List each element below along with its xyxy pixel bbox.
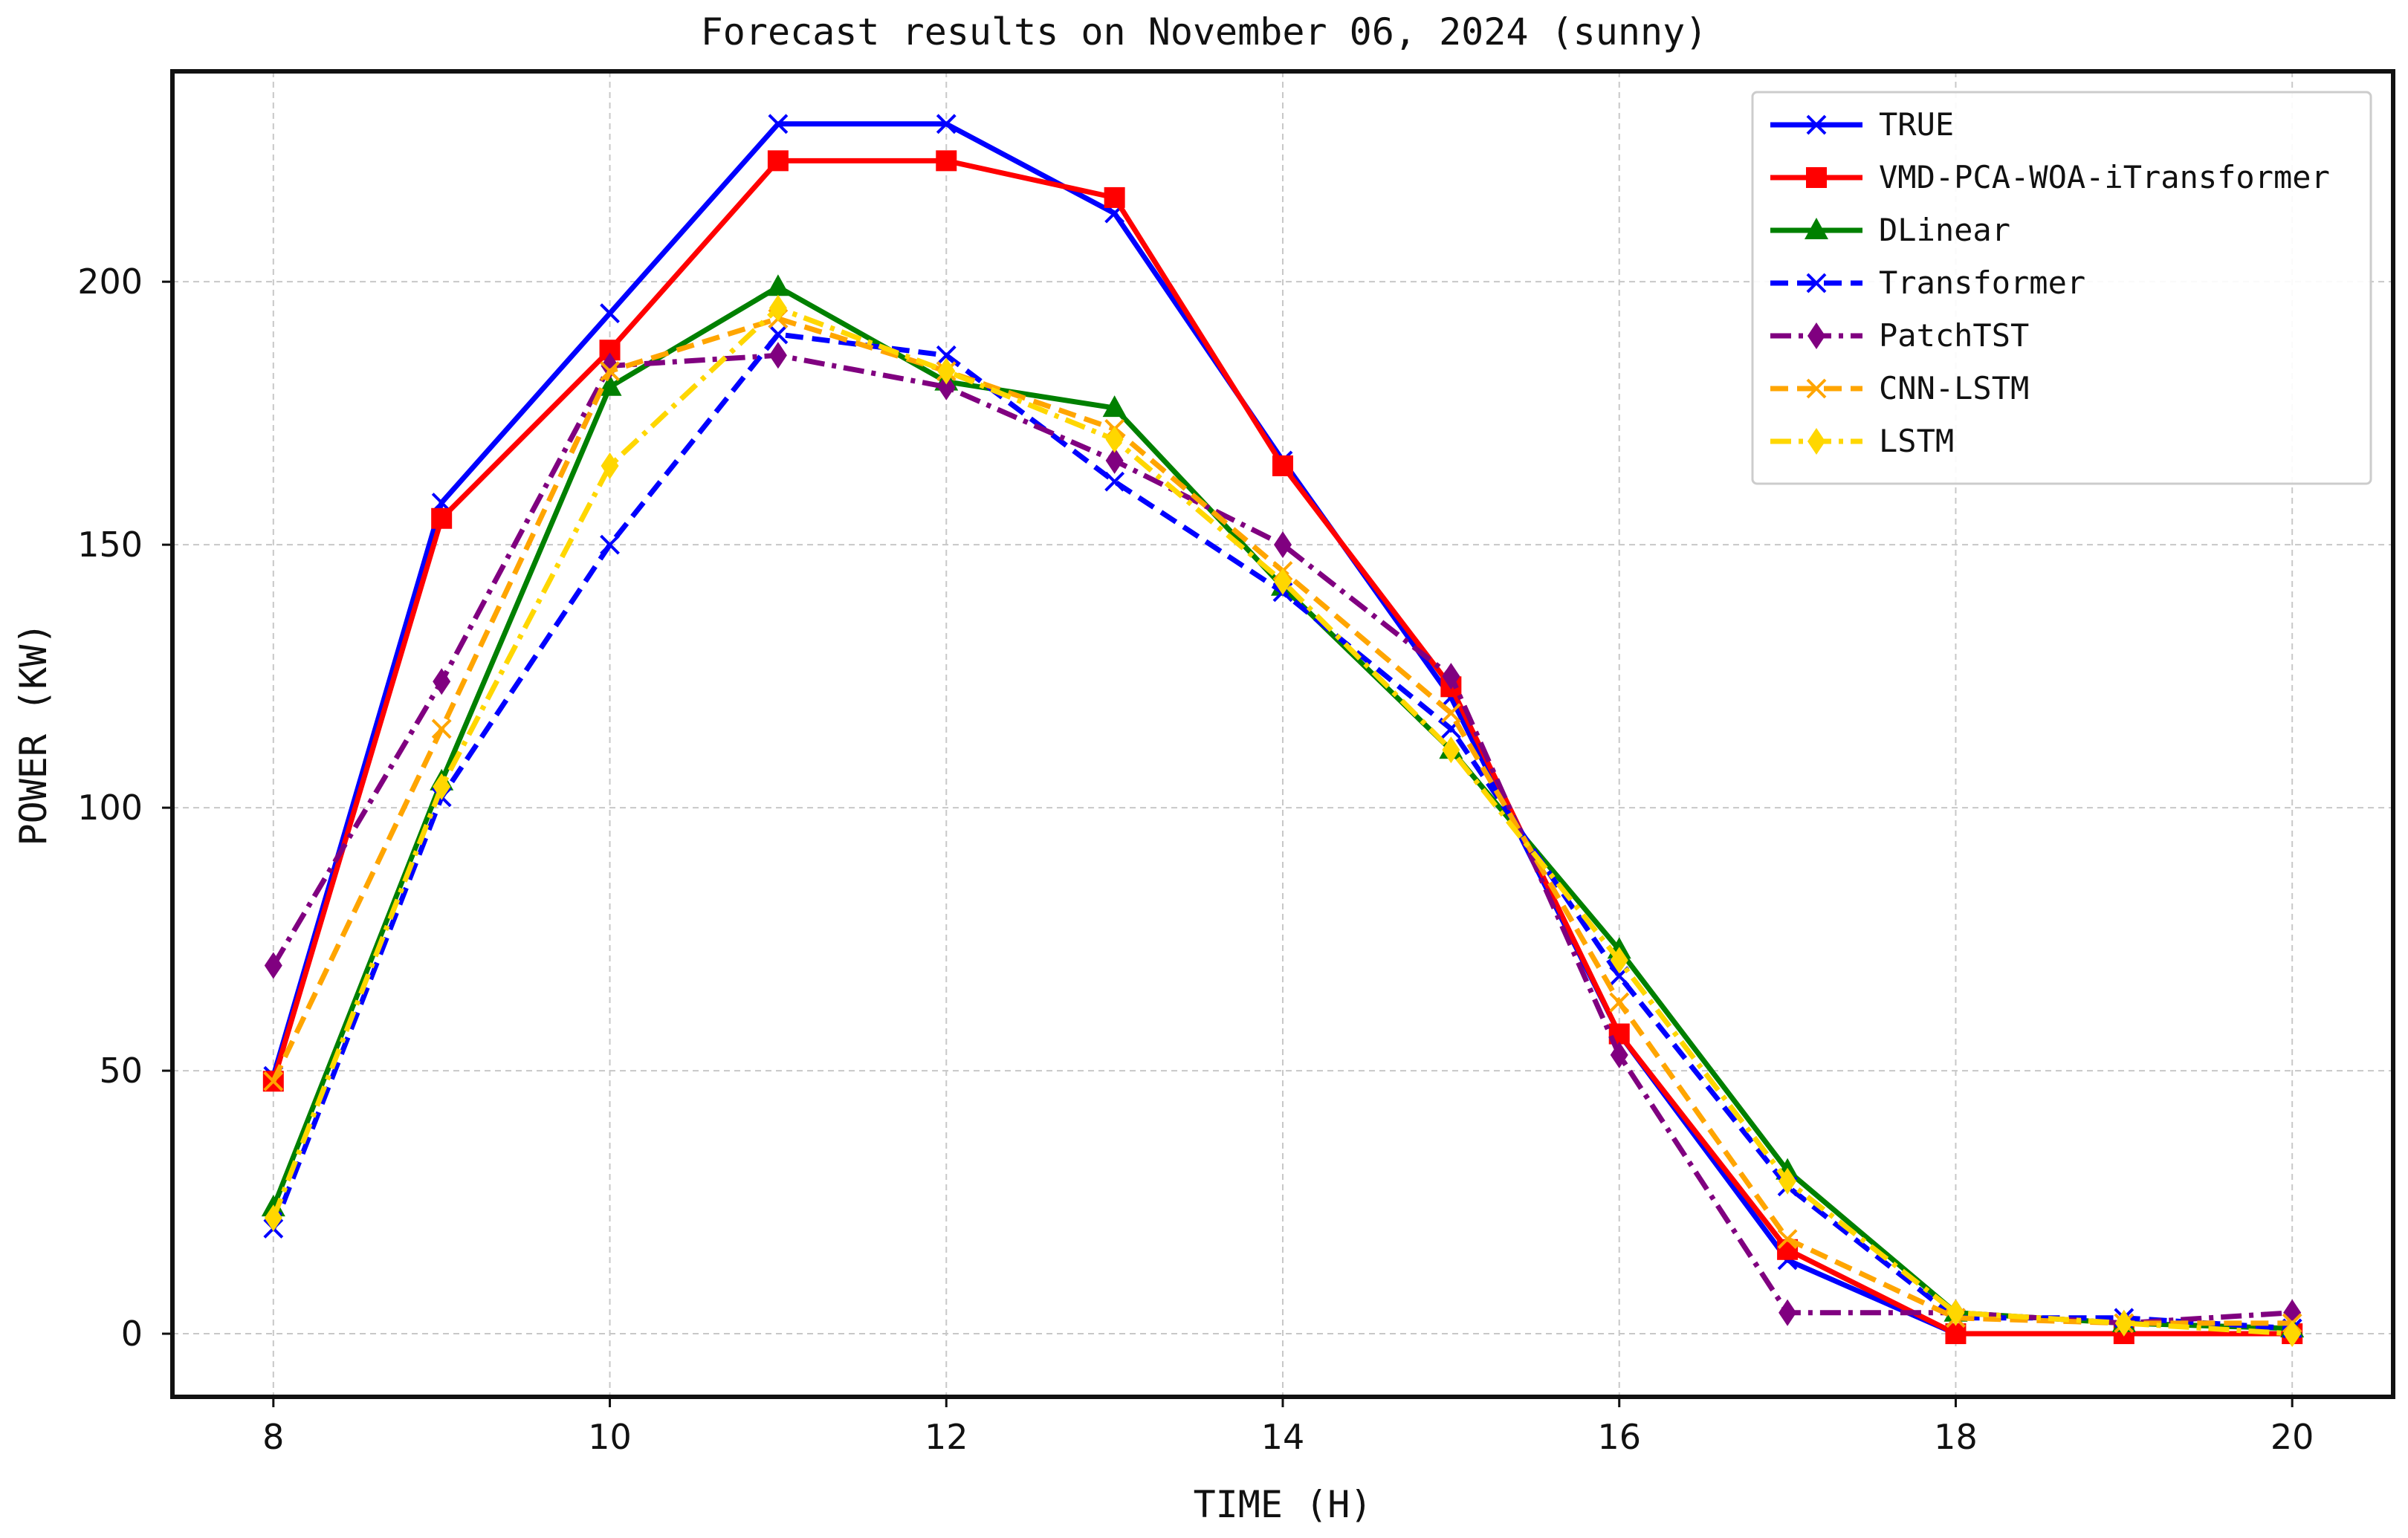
legend-label: DLinear — [1879, 212, 2010, 248]
y-axis-label: POWER (KW) — [12, 622, 55, 846]
y-tick-label: 0 — [121, 1314, 143, 1354]
data-point — [433, 773, 451, 800]
data-point — [1104, 471, 1125, 492]
data-point — [767, 150, 789, 172]
data-point — [600, 303, 620, 324]
data-point — [1442, 663, 1460, 690]
data-point — [768, 294, 787, 322]
data-point — [936, 114, 957, 134]
y-tick-label: 150 — [77, 525, 143, 565]
data-point — [1442, 736, 1460, 764]
series-lines — [261, 114, 2305, 1348]
legend-label: VMD-PCA-WOA-iTransformer — [1879, 159, 2330, 195]
x-tick-label: 12 — [925, 1417, 968, 1457]
x-tick-label: 8 — [262, 1417, 284, 1457]
data-point — [768, 114, 789, 134]
data-point — [1104, 186, 1125, 208]
data-point — [433, 668, 451, 695]
data-point — [1274, 531, 1292, 559]
x-tick-label: 18 — [1934, 1417, 1978, 1457]
legend-label: Transformer — [1879, 265, 2085, 301]
legend-marker — [1807, 428, 1825, 455]
data-point — [600, 534, 620, 555]
data-point — [263, 1071, 284, 1091]
data-point — [1779, 1167, 1797, 1195]
data-point — [936, 150, 957, 172]
data-point — [601, 452, 619, 479]
data-point — [600, 361, 620, 381]
data-point — [601, 352, 619, 380]
data-point — [1105, 447, 1124, 474]
legend-marker — [1806, 378, 1827, 399]
data-point — [936, 345, 957, 366]
legend-marker — [1807, 322, 1825, 349]
legend-marker — [1806, 114, 1827, 135]
data-point — [1105, 426, 1124, 453]
data-point — [2114, 1309, 2133, 1337]
series-lstm — [264, 294, 2302, 1348]
data-point — [1779, 1299, 1797, 1326]
data-point — [1102, 395, 1127, 418]
y-tick-label: 100 — [77, 788, 143, 828]
legend-box — [1751, 91, 2372, 485]
data-point — [431, 507, 453, 529]
legend-marker — [1805, 218, 1828, 239]
x-tick-label: 14 — [1261, 1417, 1305, 1457]
legend-label: LSTM — [1879, 423, 1954, 459]
data-point — [937, 373, 956, 400]
data-point — [766, 274, 790, 296]
chart-title: Forecast results on November 06, 2024 (s… — [701, 10, 1708, 53]
legend-label: TRUE — [1879, 106, 1954, 143]
data-point — [264, 952, 282, 979]
x-tick-label: 20 — [2271, 1417, 2314, 1457]
data-point — [1272, 455, 1293, 476]
data-point — [768, 324, 789, 345]
data-point — [264, 1204, 282, 1232]
data-point — [598, 374, 622, 396]
x-tick-label: 10 — [588, 1417, 632, 1457]
x-axis-label: TIME (H) — [1194, 1483, 1373, 1526]
legend-marker — [1806, 273, 1827, 293]
data-point — [1610, 1041, 1628, 1068]
legend: TRUE VMD-PCA-WOA-iTransformer DLinear Trans… — [1751, 91, 2372, 485]
x-tick-label: 16 — [1597, 1417, 1641, 1457]
data-point — [1609, 992, 1630, 1013]
data-point — [2283, 1320, 2302, 1348]
series-vmd-pca-woa-itransformer — [262, 150, 2303, 1345]
data-point — [1610, 947, 1628, 974]
data-point — [768, 342, 787, 369]
data-point — [1274, 568, 1292, 595]
legend-label: PatchTST — [1879, 317, 2029, 354]
y-tick-label: 200 — [77, 262, 143, 302]
legend-marker — [1806, 167, 1827, 188]
legend-label: CNN-LSTM — [1879, 370, 2029, 406]
data-point — [431, 718, 452, 739]
data-point — [1946, 1299, 1965, 1326]
y-tick-label: 50 — [99, 1051, 143, 1091]
data-point — [1440, 703, 1461, 724]
data-point — [937, 357, 956, 385]
data-point — [1777, 1229, 1798, 1250]
